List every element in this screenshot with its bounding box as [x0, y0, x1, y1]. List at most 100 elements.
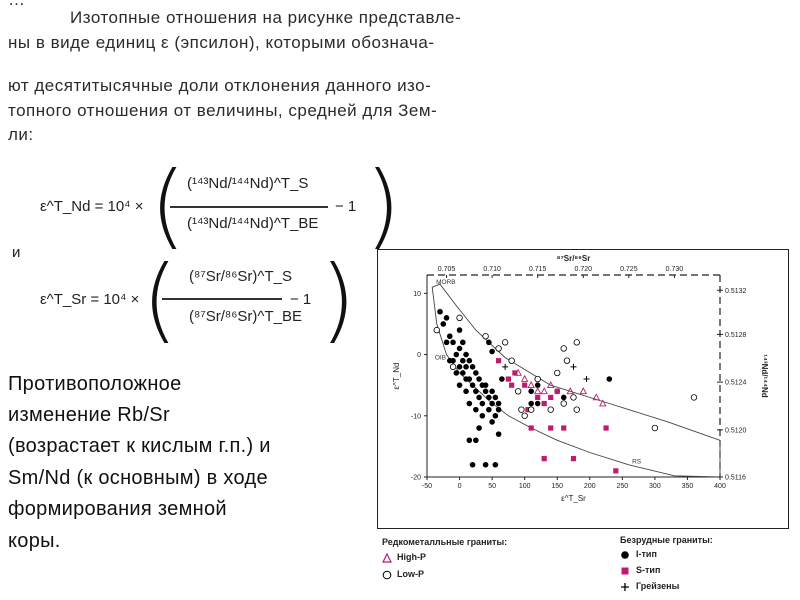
point-filled-circle: [473, 388, 479, 395]
legend-high-p-triangle-icon: [382, 553, 392, 563]
point-open-triangle: [599, 399, 607, 407]
eq-sr-right-paren: ): [320, 246, 356, 353]
point-filled-square: [496, 358, 502, 364]
point-open-circle: [495, 345, 502, 352]
point-open-circle: [570, 394, 577, 401]
text-line-0: …: [8, 0, 26, 10]
point-filled-circle: [456, 364, 463, 370]
point-filled-circle: [492, 412, 499, 419]
right-tick-label: 0.5124: [725, 380, 747, 387]
eq-nd-numerator: (¹⁴³Nd/¹⁴⁴Nd)^T_S: [187, 175, 309, 192]
point-open-triangle: [546, 381, 555, 389]
legend-greisen: Грейзены: [636, 581, 680, 591]
isotope-scatter-chart: -50 0 50 100 150 200 250 300 350 400100-10-200.70…: [377, 249, 789, 529]
statement-line-6: коры.: [8, 530, 61, 552]
x-tick-label: 100: [519, 483, 531, 490]
point-open-triangle: [540, 387, 548, 395]
point-open-triangle: [592, 393, 601, 401]
point-plus: [583, 376, 590, 383]
top-tick-label: 0.720: [575, 266, 593, 273]
point-filled-circle: [446, 357, 453, 364]
top-tick-label: 0.705: [438, 266, 456, 273]
ticks-layer: -50 0 50 100 150 200 250 300 350 400100-10-200.70…: [392, 254, 769, 503]
point-filled-circle: [476, 376, 482, 382]
point-filled-square: [535, 394, 541, 401]
y-tick-label: -20: [411, 475, 421, 482]
point-filled-square: [528, 425, 534, 431]
point-filled-circle: [489, 388, 495, 395]
point-filled-circle: [469, 364, 476, 370]
point-open-circle: [690, 394, 698, 401]
point-open-circle: [433, 326, 440, 334]
point-filled-square: [613, 468, 619, 474]
point-filled-square: [554, 388, 560, 394]
point-filled-square: [509, 382, 515, 388]
point-filled-circle: [443, 315, 450, 321]
point-open-triangle: [520, 374, 529, 382]
legend-i-type: I-тип: [636, 549, 657, 559]
point-open-circle: [560, 400, 567, 407]
eq-sr-left-paren: (: [142, 246, 178, 353]
point-filled-circle: [466, 400, 473, 407]
point-filled-square: [541, 400, 547, 407]
text-line-3: ют десятитысячные доли отклонения данног…: [8, 76, 432, 95]
point-filled-circle: [440, 321, 447, 327]
point-filled-circle: [534, 382, 541, 388]
point-filled-circle: [473, 437, 479, 444]
point-filled-circle: [463, 364, 469, 370]
point-filled-circle: [486, 406, 492, 413]
point-filled-circle: [534, 400, 541, 407]
point-open-circle: [547, 406, 554, 413]
point-open-circle: [573, 339, 580, 346]
point-filled-circle: [456, 345, 463, 352]
point-open-circle: [521, 412, 528, 419]
top-tick-label: 0.725: [620, 266, 638, 273]
text-line-2: ны в виде единиц ε (эпсилон), которыми о…: [8, 33, 435, 52]
point-open-triangle: [566, 387, 574, 395]
point-filled-circle: [456, 382, 463, 388]
point-filled-circle: [560, 394, 567, 401]
point-open-circle: [482, 333, 489, 340]
point-open-circle: [573, 406, 580, 413]
point-open-circle: [508, 357, 515, 364]
point-filled-square: [512, 370, 518, 376]
point-open-triangle: [527, 381, 535, 389]
statement-line-1: Противоположное: [8, 373, 182, 395]
point-filled-circle: [473, 406, 479, 413]
x-tick-label: 0: [458, 483, 462, 490]
point-filled-circle: [499, 376, 505, 382]
point-filled-circle: [460, 370, 466, 376]
point-filled-circle: [463, 388, 469, 395]
eq-sr-denominator: (⁸⁷Sr/⁸⁶Sr)^T_BE: [189, 308, 302, 325]
point-filled-circle: [453, 351, 460, 358]
point-filled-circle: [482, 461, 489, 468]
statement-line-4: Sm/Nd (к основным) в ходе: [8, 467, 268, 489]
x-tick-label: 250: [616, 483, 628, 490]
point-filled-circle: [528, 388, 534, 395]
eq-nd-right-paren: ): [365, 152, 401, 259]
point-filled-circle: [495, 406, 502, 413]
x-tick-label: 200: [584, 483, 596, 490]
statement-line-2: изменение Rb/Sr: [8, 404, 170, 426]
statement-line-5: формирования земной: [8, 498, 227, 520]
right-tick-label: 0.5120: [725, 427, 747, 434]
point-open-circle: [554, 369, 561, 377]
point-filled-square: [570, 456, 577, 462]
point-open-circle: [563, 357, 571, 364]
labels-layer: MORB OIB RS: [435, 279, 642, 465]
point-filled-circle: [606, 376, 613, 382]
x-tick-label: 50: [488, 483, 496, 490]
x-tick-label: -50: [422, 483, 432, 490]
eq-nd-tail: − 1: [335, 198, 357, 215]
text-line-4: топного отношения от величины, средней д…: [8, 101, 438, 120]
point-filled-circle: [482, 382, 489, 388]
point-filled-circle: [463, 351, 469, 358]
point-open-circle: [449, 363, 457, 371]
chart-annotation: RS: [632, 459, 642, 466]
chart-annotation: OIB: [435, 354, 446, 361]
point-filled-circle: [492, 394, 499, 401]
point-filled-circle: [489, 400, 495, 407]
x-tick-label: 150: [551, 483, 563, 490]
x-tick-label: 400: [714, 483, 726, 490]
eq-sr-numerator: (⁸⁷Sr/⁸⁶Sr)^T_S: [189, 268, 292, 285]
